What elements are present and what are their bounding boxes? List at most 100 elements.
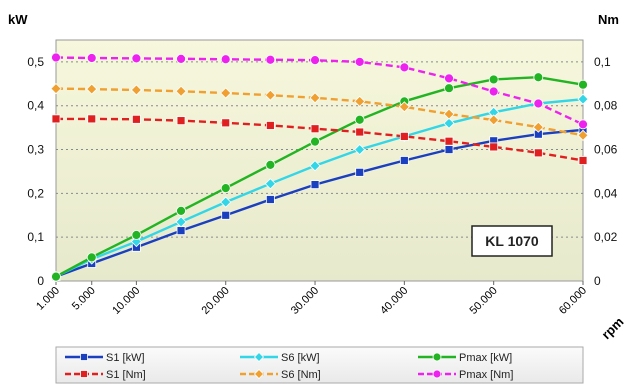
series-3 <box>51 114 588 165</box>
data-point <box>50 83 62 95</box>
left-tick-label: 0,1 <box>27 230 44 244</box>
legend: S1 [kW] S6 [kW] Pmax [kW] S1 [Nm] S6 [Nm] Pma… <box>65 351 513 381</box>
data-point <box>131 114 141 124</box>
data-point <box>577 93 589 105</box>
data-point <box>309 160 321 172</box>
left-tick-label: 0,3 <box>27 143 44 157</box>
left-tick-label: 0 <box>37 274 44 288</box>
data-point <box>86 252 97 263</box>
legend-entry: S6 [Nm] <box>240 368 321 381</box>
series-5 <box>51 52 588 130</box>
x-tick-label: 5.000 <box>70 285 98 313</box>
data-point <box>86 83 98 95</box>
legend-box <box>55 346 584 384</box>
x-tick-label: 40.000 <box>378 285 410 317</box>
x-axis-unit: rpm <box>599 314 627 342</box>
data-point <box>310 180 320 190</box>
data-point <box>488 86 499 97</box>
right-tick-label: 0,04 <box>594 186 618 200</box>
data-point <box>578 156 588 165</box>
data-point <box>355 167 365 177</box>
legend-label: S1 [Nm] <box>106 369 146 381</box>
x-tick-label: 10.000 <box>110 285 142 317</box>
data-point <box>176 116 186 126</box>
legend-marker <box>253 368 265 380</box>
data-point <box>264 89 276 101</box>
data-point <box>488 74 499 85</box>
data-point <box>86 53 97 63</box>
right-tick-label: 0 <box>594 274 601 288</box>
data-point <box>87 114 97 124</box>
x-tick-label: 1.000 <box>34 285 62 313</box>
data-point <box>264 178 276 190</box>
legend-marker <box>253 351 265 363</box>
legend-entry: Pmax [kW] <box>418 352 512 364</box>
data-point <box>354 114 365 125</box>
model-label-box <box>471 225 553 257</box>
data-point <box>489 142 499 152</box>
data-point <box>220 87 232 99</box>
legend-marker <box>80 353 88 361</box>
data-point <box>175 85 187 97</box>
data-point <box>51 114 61 124</box>
data-point <box>444 73 454 84</box>
data-point <box>354 95 366 107</box>
legend-entry: S6 [kW] <box>240 351 320 364</box>
legend-label: Pmax [kW] <box>459 352 512 364</box>
data-point <box>310 124 320 134</box>
right-tick-label: 0,1 <box>594 55 611 69</box>
left-axis-unit: kW <box>8 12 28 27</box>
legend-label: S6 [Nm] <box>281 369 321 381</box>
data-point <box>577 129 589 141</box>
data-point <box>398 101 410 113</box>
data-point <box>265 54 276 65</box>
data-point <box>355 127 365 137</box>
x-tick-label: 50.000 <box>468 285 500 317</box>
right-tick-label: 0,06 <box>594 143 618 157</box>
x-tick-label: 60.000 <box>557 285 589 317</box>
data-point <box>399 156 409 165</box>
data-point <box>444 83 454 94</box>
legend-marker <box>432 369 442 379</box>
data-point <box>532 121 544 133</box>
x-tick-label: 30.000 <box>289 285 321 317</box>
left-axis-ticks: 0 0,1 0,2 0,3 0,4 0,5 <box>27 55 44 288</box>
data-point <box>533 98 544 109</box>
data-point <box>131 230 142 240</box>
data-point <box>443 108 455 120</box>
series-4 <box>50 83 589 141</box>
data-point <box>354 57 365 67</box>
legend-entry: S1 [kW] <box>65 352 145 364</box>
data-point <box>533 148 543 158</box>
data-point <box>221 210 231 220</box>
data-point <box>265 159 276 170</box>
left-tick-label: 0,4 <box>27 99 44 113</box>
legend-label: S1 [kW] <box>106 352 145 364</box>
data-point <box>354 143 366 156</box>
left-tick-label: 0,2 <box>27 186 44 200</box>
right-tick-label: 0,02 <box>594 230 618 244</box>
data-point <box>51 52 61 63</box>
legend-marker <box>432 352 442 362</box>
data-point <box>578 119 588 130</box>
x-tick-label: 20.000 <box>200 285 232 317</box>
left-tick-label: 0,5 <box>27 55 44 69</box>
data-point <box>220 54 231 65</box>
x-axis-ticks: 1.000 5.000 10.000 20.000 30.000 40.000 50.000… <box>34 281 589 317</box>
legend-label: S6 [kW] <box>281 352 320 364</box>
right-axis-ticks: 0 0,02 0,04 0,06 0,08 0,1 <box>594 55 618 288</box>
series-2 <box>51 72 588 282</box>
data-point <box>176 226 186 236</box>
data-point <box>399 131 409 141</box>
data-point <box>310 55 320 66</box>
data-point <box>220 183 231 194</box>
model-label: KL 1070 <box>471 225 553 257</box>
data-point <box>488 114 500 126</box>
data-point <box>310 136 320 147</box>
data-point <box>309 92 321 104</box>
data-point <box>221 118 231 128</box>
data-point <box>175 216 187 228</box>
legend-entry: Pmax [Nm] <box>418 369 513 381</box>
data-point <box>444 145 454 154</box>
